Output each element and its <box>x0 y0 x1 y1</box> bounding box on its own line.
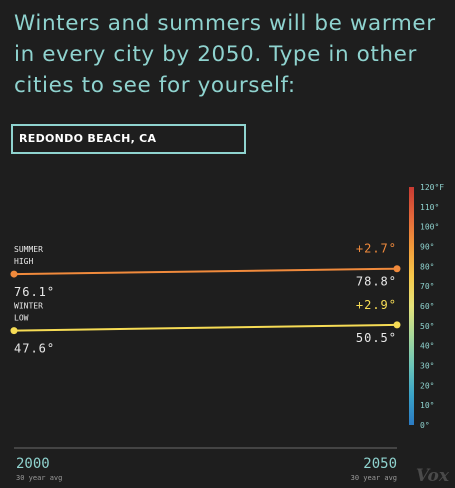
data-point <box>10 327 18 335</box>
color-scale-tick-label: 80° <box>420 262 434 271</box>
x-tick-sublabel: 30 year avg <box>16 474 62 482</box>
color-scale-tick-label: 40° <box>420 342 434 351</box>
series-name-label: LOW <box>14 314 29 323</box>
vox-logo: Vox <box>415 466 449 486</box>
color-scale-tick-label: 30° <box>420 362 434 371</box>
color-scale-tick-label: 0° <box>420 421 430 430</box>
series-name-label: WINTER <box>14 302 43 311</box>
headline: Winters and summers will be warmer in ev… <box>14 11 436 98</box>
end-value-label: 50.5° <box>356 331 397 345</box>
x-tick-label: 2000 <box>16 456 50 472</box>
data-point <box>10 270 18 278</box>
series-name-label: SUMMER <box>14 245 43 254</box>
data-point <box>393 265 401 273</box>
series-name-label: HIGH <box>14 257 33 266</box>
color-scale-tick-label: 20° <box>420 381 434 390</box>
color-scale-tick-label: 60° <box>420 302 434 311</box>
color-scale-bar <box>409 187 414 425</box>
x-tick-label: 2050 <box>363 456 397 472</box>
color-scale-tick-label: 110° <box>420 203 439 212</box>
color-scale-tick-label: 10° <box>420 401 434 410</box>
color-scale-tick-label: 120°F <box>420 183 444 192</box>
color-scale-tick-label: 70° <box>420 282 434 291</box>
color-scale-tick-label: 50° <box>420 322 434 331</box>
change-label: +2.7° <box>356 242 397 256</box>
x-tick-sublabel: 30 year avg <box>351 474 397 482</box>
start-value-label: 47.6° <box>14 342 55 356</box>
change-label: +2.9° <box>356 298 397 312</box>
color-scale-tick-label: 90° <box>420 243 434 252</box>
start-value-label: 76.1° <box>14 285 55 299</box>
series-line <box>13 323 398 332</box>
data-point <box>393 321 401 329</box>
series-line <box>13 267 398 276</box>
city-search-input[interactable]: REDONDO BEACH, CA <box>11 124 246 154</box>
end-value-label: 78.8° <box>356 275 397 289</box>
color-scale-tick-label: 100° <box>420 223 439 232</box>
